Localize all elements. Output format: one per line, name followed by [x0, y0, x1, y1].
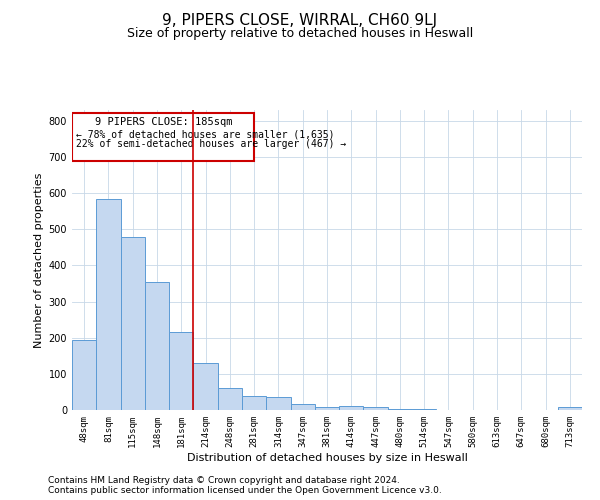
Bar	[96, 200, 121, 410]
Bar	[266, 398, 290, 410]
Text: Size of property relative to detached houses in Heswall: Size of property relative to detached ho…	[127, 28, 473, 40]
Bar	[72, 340, 96, 410]
Bar	[145, 282, 169, 410]
Bar	[242, 396, 266, 410]
X-axis label: Distribution of detached houses by size in Heswall: Distribution of detached houses by size …	[187, 452, 467, 462]
Bar	[558, 407, 582, 410]
Text: ← 78% of detached houses are smaller (1,635): ← 78% of detached houses are smaller (1,…	[76, 129, 335, 139]
Text: 9 PIPERS CLOSE: 185sqm: 9 PIPERS CLOSE: 185sqm	[95, 117, 232, 127]
Bar	[315, 407, 339, 410]
Bar	[193, 363, 218, 410]
Bar	[339, 406, 364, 410]
Text: 22% of semi-detached houses are larger (467) →: 22% of semi-detached houses are larger (…	[76, 139, 346, 149]
Bar	[121, 236, 145, 410]
Bar	[364, 407, 388, 410]
Bar	[73, 113, 254, 160]
Text: 9, PIPERS CLOSE, WIRRAL, CH60 9LJ: 9, PIPERS CLOSE, WIRRAL, CH60 9LJ	[163, 12, 437, 28]
Bar	[290, 404, 315, 410]
Y-axis label: Number of detached properties: Number of detached properties	[34, 172, 44, 348]
Bar	[218, 388, 242, 410]
Text: Contains public sector information licensed under the Open Government Licence v3: Contains public sector information licen…	[48, 486, 442, 495]
Bar	[169, 332, 193, 410]
Bar	[388, 408, 412, 410]
Text: Contains HM Land Registry data © Crown copyright and database right 2024.: Contains HM Land Registry data © Crown c…	[48, 476, 400, 485]
